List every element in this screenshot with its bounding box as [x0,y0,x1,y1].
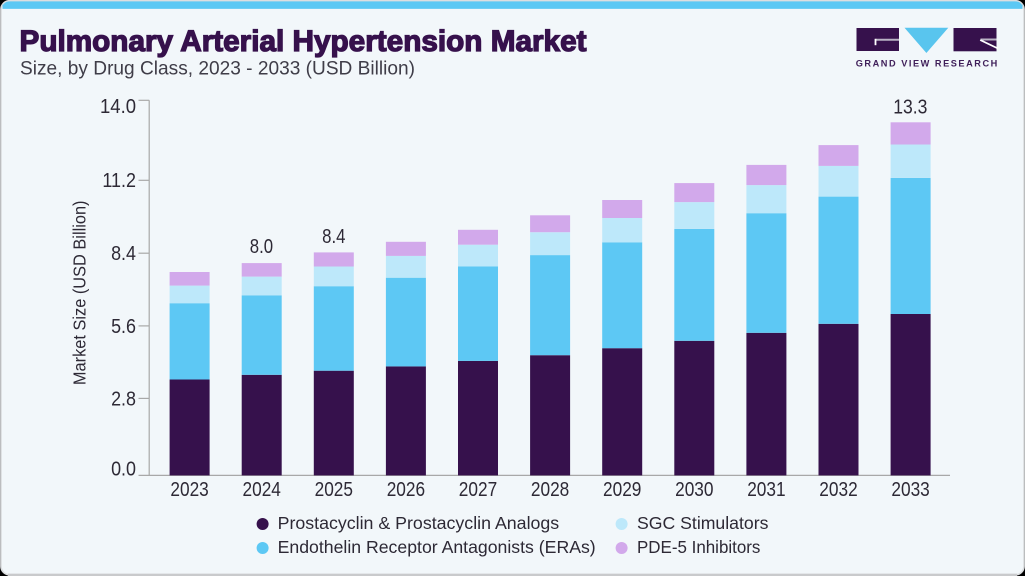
svg-text:8.4: 8.4 [322,226,345,248]
svg-text:2024: 2024 [243,479,281,501]
svg-text:2028: 2028 [531,479,569,501]
svg-text:0.0: 0.0 [111,459,136,481]
svg-text:2031: 2031 [747,479,785,501]
svg-text:2023: 2023 [170,479,208,501]
svg-text:8.0: 8.0 [250,236,273,258]
svg-text:Endothelin Receptor Antagonist: Endothelin Receptor Antagonists (ERAs) [278,537,596,557]
svg-text:11.2: 11.2 [102,170,136,192]
svg-text:Size, by Drug Class, 2023 - 20: Size, by Drug Class, 2023 - 2033 (USD Bi… [20,58,415,80]
svg-text:5.6: 5.6 [111,316,136,338]
svg-text:13.3: 13.3 [893,97,927,119]
svg-text:2030: 2030 [675,479,713,501]
svg-text:Prostacyclin & Prostacyclin An: Prostacyclin & Prostacyclin Analogs [278,513,560,533]
svg-text:SGC Stimulators: SGC Stimulators [637,513,769,533]
svg-text:GRAND VIEW RESEARCH: GRAND VIEW RESEARCH [856,58,998,68]
svg-text:2027: 2027 [459,479,497,501]
svg-text:8.4: 8.4 [111,243,136,265]
svg-text:2.8: 2.8 [111,388,136,410]
svg-text:2025: 2025 [315,479,353,501]
svg-text:14.0: 14.0 [100,96,136,118]
svg-text:2033: 2033 [891,479,929,501]
svg-text:PDE-5 Inhibitors: PDE-5 Inhibitors [637,537,761,557]
svg-text:2029: 2029 [603,479,641,501]
svg-text:2032: 2032 [819,479,857,501]
svg-text:2026: 2026 [387,479,425,501]
svg-text:Market Size (USD Billion): Market Size (USD Billion) [70,200,90,385]
svg-text:Pulmonary Arterial Hypertensio: Pulmonary Arterial Hypertension Market [20,25,587,58]
